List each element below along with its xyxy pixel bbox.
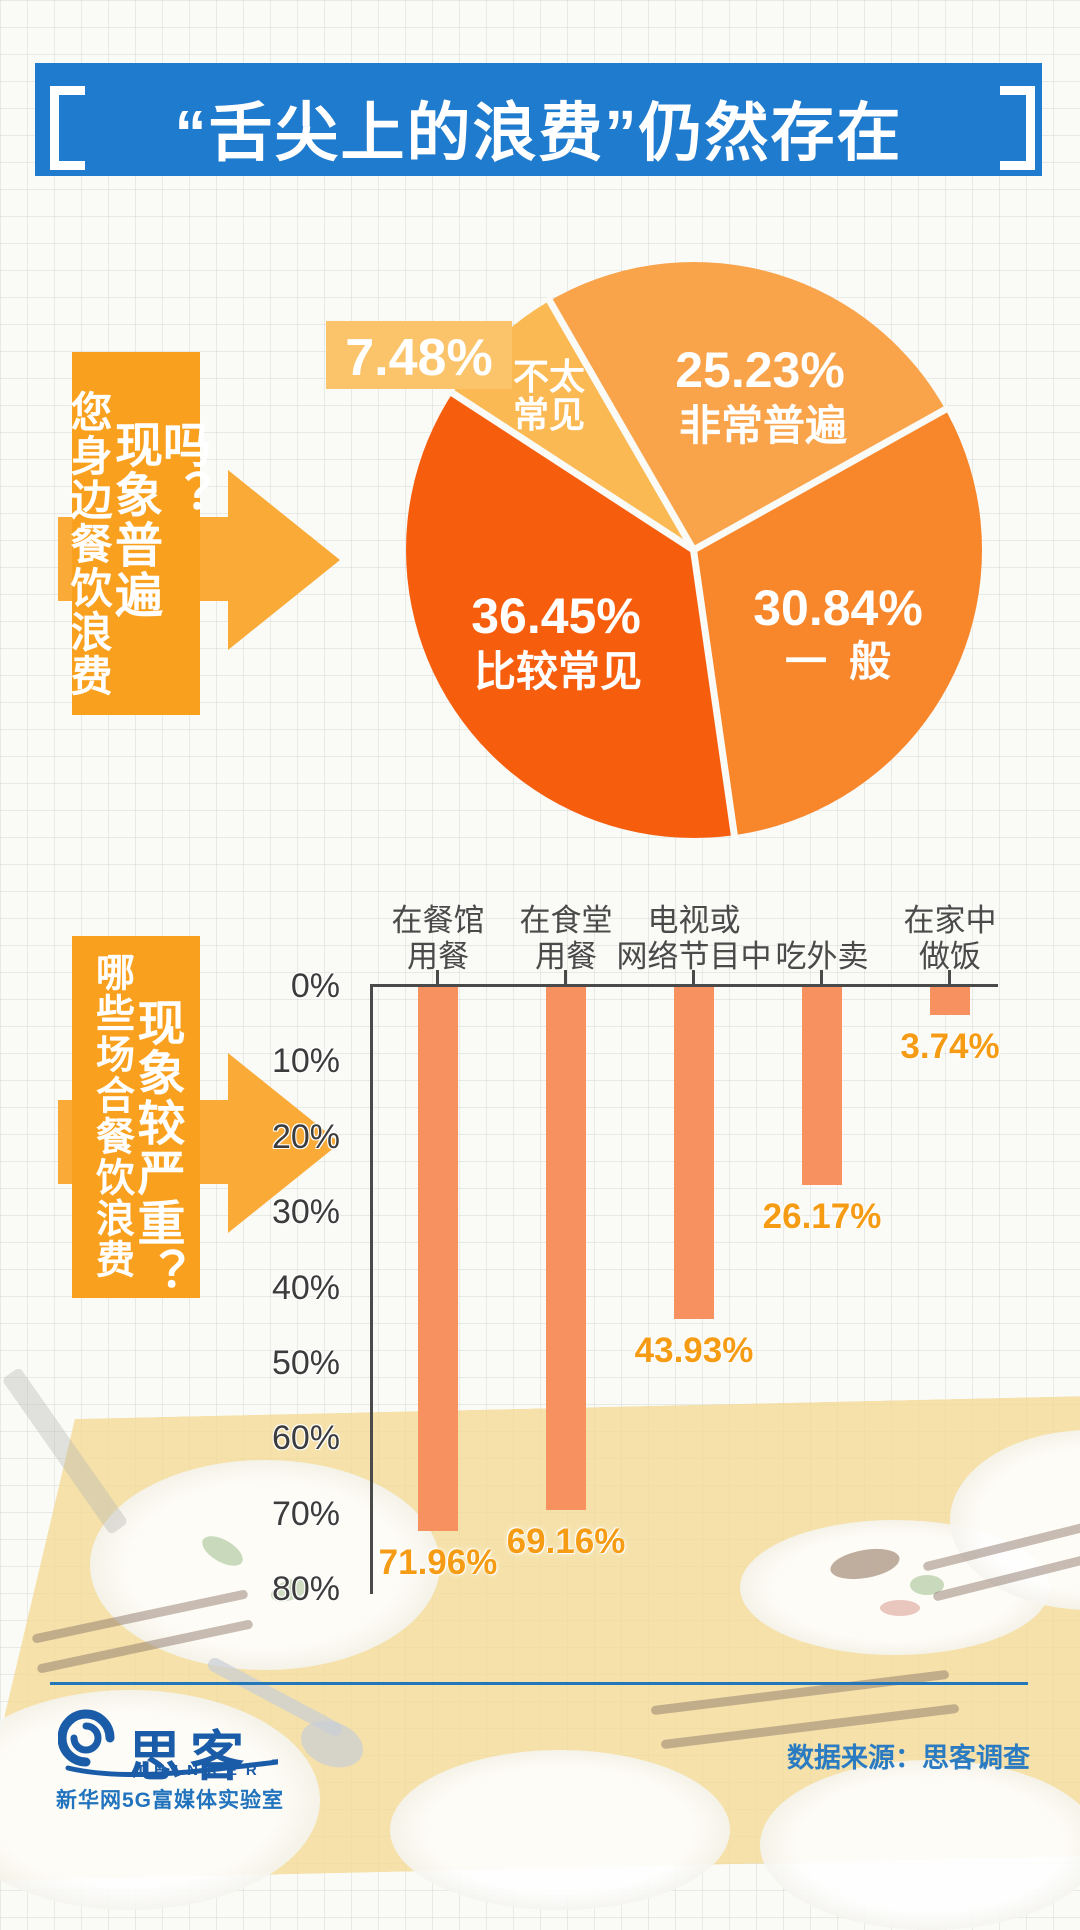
- footer-divider: [50, 1682, 1028, 1685]
- y-tick-label: 10%: [271, 1042, 340, 1080]
- left-bracket-decoration: [50, 86, 85, 170]
- pie-question-text-small: 您身边餐饮浪费: [65, 390, 112, 698]
- bar-value-label: 26.17%: [762, 1197, 882, 1236]
- plate-illustration: [90, 1460, 440, 1670]
- x-tick-mark: [948, 970, 951, 984]
- bar-category-label: 电视或 网络节目中: [616, 902, 772, 975]
- y-tick-label: 40%: [271, 1269, 340, 1307]
- bar-category-label: 在餐馆 用餐: [391, 902, 485, 975]
- page-title: “舌尖上的浪费”仍然存在: [174, 97, 903, 169]
- bar-category-label: 在家中 做饭: [903, 902, 997, 975]
- pie-slice-label-fairly-common: 比较常见: [473, 648, 642, 695]
- y-tick-label: 60%: [271, 1419, 340, 1457]
- y-tick-label: 0%: [290, 967, 340, 1005]
- pie-value-fairly-common: 36.45%: [471, 588, 641, 644]
- bar-question-text-small: 哪些场合餐饮浪费: [90, 952, 134, 1280]
- bar-category-label: 在食堂 用餐: [519, 902, 613, 975]
- bar: [802, 987, 842, 1185]
- x-axis-line: [370, 984, 998, 987]
- pie-value-very-common: 25.23%: [675, 342, 845, 398]
- y-tick-label: 50%: [271, 1344, 340, 1382]
- bar-question-tag: 哪些场合餐饮浪费 现象较严重？: [72, 936, 200, 1298]
- food-scrap-illustration: [880, 1600, 920, 1616]
- right-bracket-decoration: [1000, 86, 1035, 170]
- pie-slice-label-uncommon: 不太 常见: [512, 356, 585, 436]
- bar-column-takeout: 26.17%: [747, 987, 897, 1237]
- bar-column-restaurant: 71.96%: [363, 987, 513, 1583]
- bar-value-label: 69.16%: [506, 1522, 626, 1561]
- thinker-logo-en: THINKER: [136, 1762, 266, 1779]
- data-source-note: 数据来源：思客调查: [787, 1743, 1030, 1773]
- bar-value-label: 71.96%: [378, 1543, 498, 1582]
- y-axis-line: [370, 984, 373, 1594]
- pie-callout-value: 7.48%: [345, 329, 493, 387]
- bar-column-tv-shows: 43.93%: [619, 987, 769, 1371]
- thinker-logo-cn: 思客: [128, 1727, 252, 1787]
- bar: [546, 987, 586, 1510]
- bar-column-home-cooking: 3.74%: [875, 987, 1025, 1067]
- pie-value-average: 30.84%: [753, 580, 923, 636]
- bar: [418, 987, 458, 1531]
- y-tick-label: 80%: [271, 1570, 340, 1608]
- thinker-logo-icon: [58, 1709, 278, 1778]
- header-banner: [35, 63, 1042, 176]
- plate-illustration: [760, 1760, 1080, 1930]
- pie-slice-label-very-common: 非常普遍: [678, 402, 847, 449]
- pie-question-text-large: 现象普遍吗？: [107, 420, 208, 620]
- x-tick-mark: [436, 970, 439, 984]
- footer-lab-name: 新华网5G富媒体实验室: [56, 1789, 285, 1812]
- bar: [930, 987, 970, 1015]
- pie-question-tag: 您身边餐饮浪费 现象普遍吗？: [65, 352, 208, 715]
- bar-column-canteen: 69.16%: [491, 987, 641, 1562]
- food-scrap-illustration: [910, 1575, 944, 1595]
- arrow-head-icon: [228, 470, 340, 650]
- x-tick-mark: [820, 970, 823, 984]
- pie-callout-box: [326, 321, 512, 389]
- y-tick-label: 70%: [271, 1495, 340, 1533]
- y-tick-label: 20%: [271, 1118, 340, 1156]
- bar-question-text-large: 现象较严重？: [129, 998, 183, 1298]
- x-tick-mark: [692, 970, 695, 984]
- pie-slice-label-average: 一般: [784, 638, 913, 685]
- bar-category-label: 吃外卖: [775, 939, 869, 975]
- arrow-head-icon: [228, 1053, 340, 1233]
- bar-value-label: 3.74%: [900, 1027, 1000, 1066]
- y-tick-label: 30%: [271, 1193, 340, 1231]
- bar: [674, 987, 714, 1319]
- x-tick-mark: [564, 970, 567, 984]
- bar-value-label: 43.93%: [634, 1331, 754, 1370]
